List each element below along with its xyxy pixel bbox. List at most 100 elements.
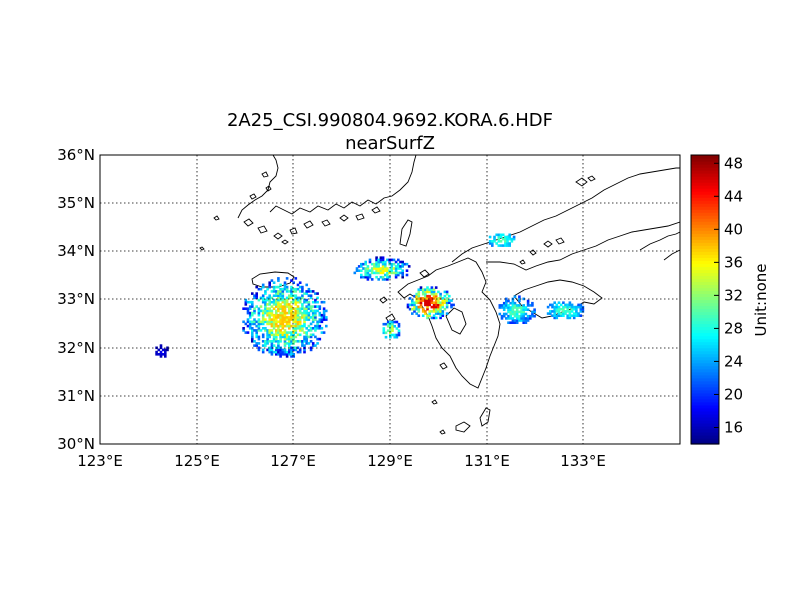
colorbar-band	[691, 209, 719, 213]
rain-cell	[268, 281, 271, 284]
coastline-korea-islands	[199, 171, 381, 251]
rain-cell	[277, 277, 280, 280]
rain-cell	[421, 297, 425, 300]
rain-cell	[309, 322, 313, 326]
rain-cell	[283, 342, 287, 345]
rain-cell	[283, 329, 287, 332]
rain-cell	[309, 333, 313, 337]
rain-cell	[301, 340, 304, 343]
rain-cell	[570, 307, 574, 311]
rain-cell	[572, 305, 576, 309]
rain-cell	[406, 303, 410, 307]
rain-cell	[411, 301, 414, 304]
rain-cell	[394, 271, 398, 275]
coastline-korea-south	[237, 155, 417, 219]
colorbar-band	[691, 260, 719, 264]
rain-cell	[294, 298, 298, 302]
colorbar-band	[691, 236, 719, 240]
rain-cell	[579, 303, 583, 307]
rain-cell	[301, 303, 304, 306]
rain-cell	[303, 318, 306, 321]
rain-cell	[388, 275, 391, 279]
rain-cell	[294, 309, 298, 313]
colorbar-band	[691, 176, 719, 180]
rain-cell	[281, 353, 285, 356]
rain-cell	[370, 262, 374, 266]
rain-cell	[417, 299, 421, 302]
rain-cell	[281, 327, 285, 330]
rain-cell	[428, 301, 431, 304]
rain-cell	[257, 307, 261, 310]
rain-cell	[509, 310, 512, 314]
rain-cell	[497, 244, 501, 247]
rain-cell	[559, 314, 563, 317]
rain-cell	[309, 329, 313, 332]
colorbar-band	[691, 422, 719, 427]
rain-cell	[426, 286, 429, 289]
rain-cell	[251, 320, 254, 324]
rain-cell	[417, 314, 421, 317]
x-tick-label-133: 133°E	[560, 452, 606, 470]
rain-cell	[261, 348, 265, 352]
map-subtitle: nearSurfZ	[345, 133, 435, 154]
rain-cell	[283, 337, 287, 341]
rain-cell	[507, 299, 510, 303]
rain-cell	[421, 288, 425, 291]
rain-cell	[389, 335, 392, 339]
rain-cell	[391, 329, 394, 332]
rain-cell	[277, 305, 280, 308]
rain-cell	[430, 286, 434, 289]
rain-cell	[290, 313, 293, 317]
rain-cell	[434, 310, 438, 313]
colorbar-band	[691, 329, 719, 334]
rain-cell	[551, 303, 554, 307]
rain-cell	[277, 285, 280, 289]
rain-cell	[509, 317, 512, 320]
rain-cell	[439, 305, 442, 309]
rain-cell	[419, 297, 423, 300]
rain-cell	[421, 299, 425, 302]
rain-cell	[513, 312, 517, 316]
rain-cell	[551, 310, 554, 313]
rain-cell	[290, 331, 293, 334]
rain-cell	[261, 294, 265, 297]
y-tick-label-36: 36°N	[57, 146, 95, 164]
y-tick-label-33: 33°N	[57, 290, 95, 308]
rain-cell	[316, 322, 319, 326]
rain-cell	[288, 318, 291, 321]
rain-cell	[553, 312, 556, 315]
rain-cell	[505, 317, 508, 320]
rain-cell	[526, 314, 530, 318]
rain-cell	[303, 335, 306, 339]
rain-cell	[579, 305, 583, 309]
rain-cell	[301, 287, 304, 291]
rain-cell	[257, 324, 261, 328]
rain-cell	[368, 275, 372, 279]
colorbar-band	[691, 185, 719, 189]
rain-cell	[292, 342, 295, 345]
rain-cell	[307, 342, 311, 345]
rain-cell	[377, 271, 380, 275]
rain-cell	[316, 337, 319, 341]
rain-cell	[281, 350, 285, 354]
rain-cell	[277, 327, 280, 330]
rain-cell	[512, 237, 516, 241]
rain-cell	[384, 262, 387, 266]
rain-cell	[266, 335, 269, 339]
rain-cell	[296, 316, 300, 319]
x-tick-label-127: 127°E	[270, 452, 316, 470]
rain-cell	[261, 285, 265, 289]
rain-cell	[377, 278, 380, 281]
rain-cell	[285, 342, 289, 345]
rain-cell	[279, 294, 282, 297]
rain-cell	[417, 307, 421, 311]
rain-cell	[377, 269, 380, 272]
rain-cell	[277, 320, 280, 324]
rain-cell	[377, 258, 380, 262]
rain-cell	[285, 322, 289, 326]
rain-cell	[428, 310, 431, 313]
rain-cell	[397, 333, 401, 337]
rain-cell	[533, 314, 536, 318]
rain-cell	[294, 322, 298, 326]
rain-cell	[529, 304, 532, 307]
